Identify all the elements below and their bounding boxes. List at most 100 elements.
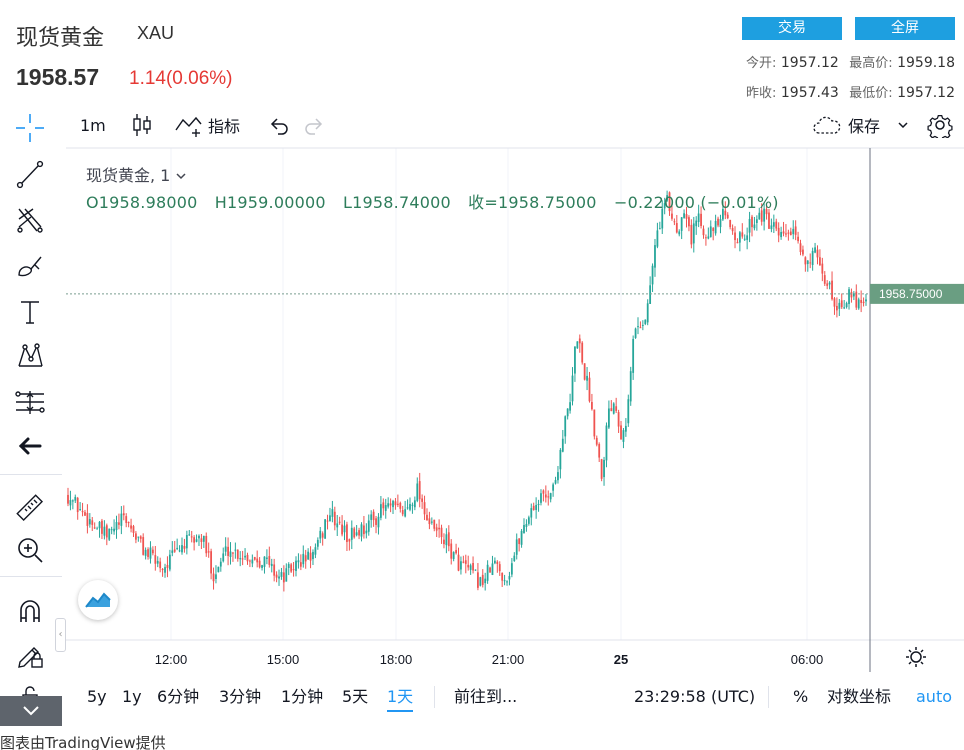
candle-body [382,502,385,509]
candle-body [743,238,746,240]
candle-body [198,535,200,539]
candle-body [673,221,676,223]
candle-body [469,565,472,570]
range-6min[interactable]: 6分钟 [157,687,200,706]
candle-body [421,498,424,502]
magnet-tool[interactable] [10,594,50,630]
undo-button[interactable] [268,112,290,138]
time-axis-labels: 12:00 15:00 18:00 21:00 25 06:00 [155,652,824,667]
candle-body [787,232,790,234]
candle-body [455,550,457,554]
candle-body [506,581,508,583]
pitchfork-icon [17,208,43,233]
candle-body [154,555,157,564]
candle-body [523,525,525,534]
candle-body [360,524,363,537]
chart-grid [170,148,808,640]
trade-button[interactable]: 交易 [742,17,842,40]
candle-body [583,363,586,380]
range-5y[interactable]: 5y [87,687,107,706]
candle-body [680,217,683,231]
range-1y[interactable]: 1y [122,687,142,706]
candle-body [612,403,615,414]
legend-title[interactable]: 现货黄金, 1 [86,162,187,186]
pitchfork-tool[interactable] [10,202,50,238]
redo-button[interactable] [303,112,325,138]
log-scale-toggle[interactable]: 对数坐标 [827,687,892,706]
trend-line-tool[interactable] [10,156,50,192]
candle-body [130,525,132,529]
candle-body [542,490,545,494]
legend-ohlc: O1958.98000 H1959.00000 L1958.74000 收=19… [86,189,791,213]
chart-logo-button[interactable] [78,580,118,620]
candle-body [202,535,205,542]
candle-body [513,555,516,561]
time-axis-settings-icon[interactable] [905,646,927,668]
percent-toggle[interactable]: % [793,687,809,706]
candle-body [304,555,307,562]
candlestick-icon [133,114,151,136]
indicators-icon [175,116,202,137]
save-menu-toggle[interactable] [896,112,910,138]
range-1min[interactable]: 1分钟 [281,687,324,706]
candle-body [142,537,145,555]
candle-body [445,534,448,546]
pattern-tool[interactable] [10,338,50,374]
candle-body [268,556,271,565]
candle-body [200,538,203,542]
candle-body [96,528,99,530]
more-tools-toggle[interactable] [0,696,62,726]
arrow-left-icon [18,437,42,455]
candle-body [493,560,496,564]
candle-body [688,217,690,227]
price-chart[interactable]: 1958.75000 12:00 15:00 18:00 21:00 25 06:00 [0,0,964,680]
candle-body [605,425,608,461]
range-3min[interactable]: 3分钟 [219,687,262,706]
candle-body [428,518,431,525]
range-1d[interactable]: 1天 [387,684,414,712]
save-button[interactable]: 保存 [812,112,880,138]
chart-style-button[interactable] [131,112,153,138]
brush-icon [18,256,42,277]
text-tool[interactable] [10,294,50,330]
candle-body [838,302,841,309]
instrument-symbol: XAU [137,23,175,43]
candle-body [190,536,193,538]
goto-date-button[interactable]: 前往到... [454,687,518,706]
candle-body [81,511,84,513]
range-bar: 5y 1y 6分钟 3分钟 1分钟 5天 1天 前往到... 23:29:58 … [66,684,964,712]
zoom-tool[interactable] [10,532,50,568]
candle-body [103,526,106,536]
stay-drawing-tool[interactable] [10,636,50,672]
settings-button[interactable] [927,112,953,138]
candle-body [270,563,273,567]
prediction-tool[interactable] [10,384,50,420]
candle-body [496,561,499,564]
candle-body [263,556,266,567]
interval-select[interactable]: 1m [80,115,106,135]
crosshair-tool[interactable] [10,110,50,146]
back-tool[interactable] [10,428,50,464]
candle-body [658,228,661,230]
open-label: 今开: [746,56,777,71]
brush-tool[interactable] [10,248,50,284]
candle-body [127,522,130,524]
collapse-toolbar-tab[interactable]: ‹ [55,618,66,652]
toolbar-divider [0,474,62,475]
candle-body [355,532,358,536]
fullscreen-button[interactable]: 全屏 [855,17,955,40]
clock-display[interactable]: 23:29:58 (UTC) [634,687,756,706]
candle-body [290,564,293,572]
auto-scale-toggle[interactable]: auto [916,687,953,706]
candle-body [668,192,671,212]
candle-body [93,527,96,529]
candle-body [726,214,729,219]
indicators-button[interactable]: 指标 [174,112,240,138]
gear-icon [927,115,953,138]
measure-tool[interactable] [10,490,50,526]
candle-body [159,561,162,569]
chevron-down-icon [176,173,186,180]
candle-body [227,546,229,556]
range-5d[interactable]: 5天 [342,687,369,706]
candle-body [860,299,863,303]
